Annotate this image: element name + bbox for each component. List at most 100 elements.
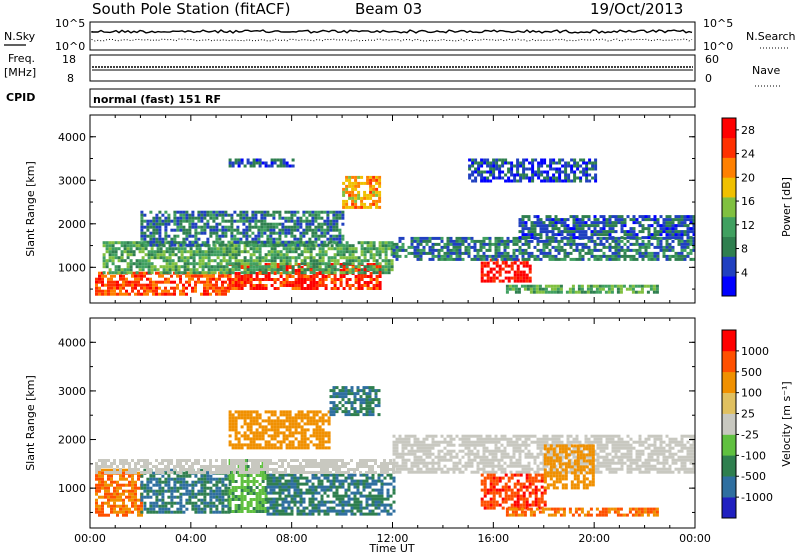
- range-cell: [647, 239, 651, 243]
- range-cell: [176, 228, 180, 232]
- range-cell: [278, 210, 282, 214]
- range-cell: [369, 202, 373, 206]
- range-cell: [413, 245, 417, 249]
- range-cell: [296, 482, 300, 486]
- range-cell: [387, 262, 391, 266]
- range-cell: [237, 272, 241, 275]
- range-cell: [332, 509, 336, 513]
- range-cell: [164, 501, 168, 505]
- range-cell: [353, 503, 357, 507]
- range-cell: [231, 247, 235, 251]
- range-cell: [203, 474, 207, 478]
- range-cell: [137, 277, 140, 281]
- range-cell: [320, 225, 324, 229]
- range-cell: [306, 287, 310, 290]
- range-cell: [282, 253, 286, 257]
- range-cell: [137, 513, 140, 517]
- range-cell: [243, 498, 247, 501]
- range-cell: [285, 275, 289, 278]
- range-cell: [143, 504, 147, 508]
- range-cell: [503, 248, 507, 252]
- range-cell: [146, 486, 150, 490]
- range-cell: [519, 176, 523, 180]
- range-cell: [284, 219, 288, 223]
- range-cell: [375, 266, 379, 269]
- range-cell: [375, 253, 379, 257]
- range-cell: [116, 471, 119, 474]
- range-cell: [558, 167, 562, 171]
- range-cell: [541, 290, 545, 294]
- range-cell: [348, 284, 352, 287]
- range-cell: [530, 239, 534, 243]
- range-cell: [335, 219, 339, 223]
- range-cell: [273, 256, 277, 260]
- range-cell: [209, 462, 212, 465]
- range-cell: [366, 281, 370, 284]
- range-cell: [341, 500, 345, 504]
- range-cell: [368, 497, 372, 501]
- range-cell: [375, 181, 379, 185]
- range-cell: [201, 250, 205, 254]
- range-cell: [146, 286, 149, 290]
- range-cell: [218, 243, 222, 247]
- range-cell: [569, 257, 573, 261]
- range-cell: [135, 247, 139, 251]
- range-cell: [629, 230, 633, 234]
- range-cell: [317, 216, 321, 220]
- range-cell: [608, 227, 612, 231]
- range-cell: [270, 247, 274, 251]
- range-cell: [188, 225, 192, 229]
- range-cell: [554, 224, 558, 228]
- range-cell: [224, 280, 227, 284]
- range-cell: [587, 251, 591, 255]
- range-cell: [326, 479, 330, 483]
- range-cell: [371, 500, 375, 504]
- range-cell: [246, 158, 250, 162]
- range-cell: [185, 462, 188, 465]
- range-cell: [593, 257, 597, 261]
- range-cell: [378, 196, 382, 200]
- range-cell: [545, 230, 549, 234]
- range-cell: [125, 495, 128, 499]
- range-cell: [315, 262, 319, 266]
- range-cell: [498, 264, 502, 268]
- range-cell: [332, 213, 336, 217]
- range-cell: [404, 254, 408, 258]
- range-cell: [375, 247, 379, 251]
- range-cell: [287, 500, 291, 504]
- range-cell: [512, 242, 516, 246]
- range-cell: [110, 274, 113, 278]
- range-cell: [234, 480, 238, 483]
- range-cell: [317, 471, 320, 474]
- range-cell: [168, 250, 172, 254]
- range-cell: [195, 262, 199, 266]
- range-cell: [540, 164, 544, 168]
- range-cell: [345, 256, 349, 260]
- range-cell: [516, 161, 520, 165]
- range-cell: [303, 247, 307, 251]
- range-cell: [227, 274, 230, 278]
- range-cell: [665, 257, 669, 261]
- range-cell: [104, 468, 107, 472]
- range-cell: [125, 510, 128, 514]
- range-cell: [551, 239, 555, 243]
- range-cell: [128, 292, 131, 296]
- range-cell: [212, 286, 215, 290]
- range-cell: [587, 224, 591, 228]
- range-cell: [614, 215, 618, 219]
- range-cell: [354, 199, 358, 203]
- range-cell: [101, 483, 104, 487]
- range-cell: [200, 219, 204, 223]
- range-cell: [539, 218, 543, 222]
- range-cell: [246, 480, 250, 483]
- range-cell: [607, 284, 611, 288]
- range-cell: [485, 254, 489, 258]
- range-cell: [164, 216, 168, 220]
- range-cell: [269, 234, 273, 238]
- range-cell: [189, 253, 193, 257]
- range-cell: [485, 248, 489, 252]
- range-cell: [519, 164, 523, 168]
- range-cell: [245, 240, 249, 244]
- range-cell: [311, 243, 315, 247]
- range-cell: [668, 224, 672, 228]
